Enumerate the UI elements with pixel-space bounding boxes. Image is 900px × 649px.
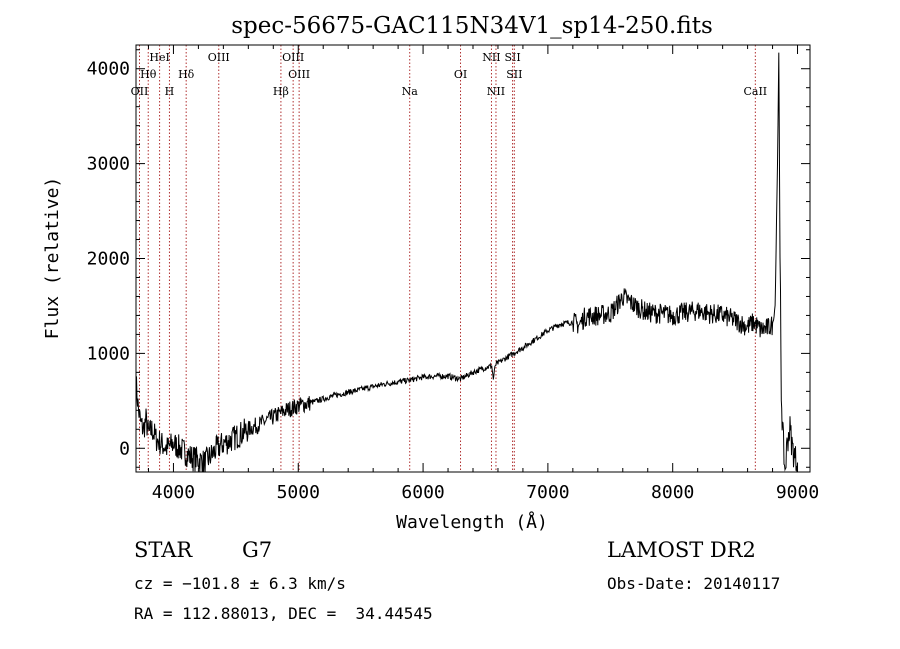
spectrum-line: [135, 52, 798, 473]
x-tick-label: 4000: [152, 482, 195, 503]
coordinates: RA = 112.88013, DEC = 34.44545: [134, 604, 433, 623]
line-label: Hθ: [140, 68, 157, 81]
y-tick-label: 1000: [87, 343, 130, 364]
plot-frame: [135, 44, 811, 473]
line-label: OIII: [288, 68, 310, 81]
y-axis-label: Flux (relative): [42, 177, 63, 340]
y-tick-label: 4000: [87, 59, 130, 80]
line-label: OI: [454, 68, 467, 81]
x-axis-label: Wavelength (Å): [396, 511, 548, 533]
y-tick-label: 3000: [87, 154, 130, 175]
object-class: STAR: [134, 538, 193, 562]
redshift-velocity: cz = −101.8 ± 6.3 km/s: [134, 574, 346, 593]
line-label: NII: [482, 51, 500, 64]
x-tick-label: 8000: [651, 482, 694, 503]
line-label: H: [165, 85, 175, 98]
y-tick-label: 2000: [87, 249, 130, 270]
line-label: OIII: [208, 51, 230, 64]
line-label: OIII: [282, 51, 304, 64]
x-tick-label: 6000: [401, 482, 444, 503]
x-tick-label: 7000: [526, 482, 569, 503]
y-tick-label: 0: [119, 438, 130, 459]
line-label: CaII: [743, 85, 767, 98]
plot-area: OIIHθHeIHHδOIIIHβOIIIOIIINaOINIINIISIISI…: [87, 44, 819, 503]
line-label: Na: [402, 85, 419, 98]
chart-title: spec-56675-GAC115N34V1_sp14-250.fits: [231, 13, 713, 39]
object-subclass: G7: [242, 538, 273, 562]
line-label: Hδ: [178, 68, 195, 81]
line-label: OII: [131, 85, 149, 98]
x-tick-label: 5000: [277, 482, 320, 503]
x-tick-label: 9000: [776, 482, 819, 503]
line-label: NII: [487, 85, 505, 98]
survey-label: LAMOST DR2: [607, 538, 756, 562]
observation-date: Obs-Date: 20140117: [607, 574, 781, 593]
line-label: Hβ: [273, 85, 289, 98]
line-label: HeI: [149, 51, 169, 64]
line-label: SII: [504, 51, 520, 64]
line-label: SII: [506, 68, 522, 81]
